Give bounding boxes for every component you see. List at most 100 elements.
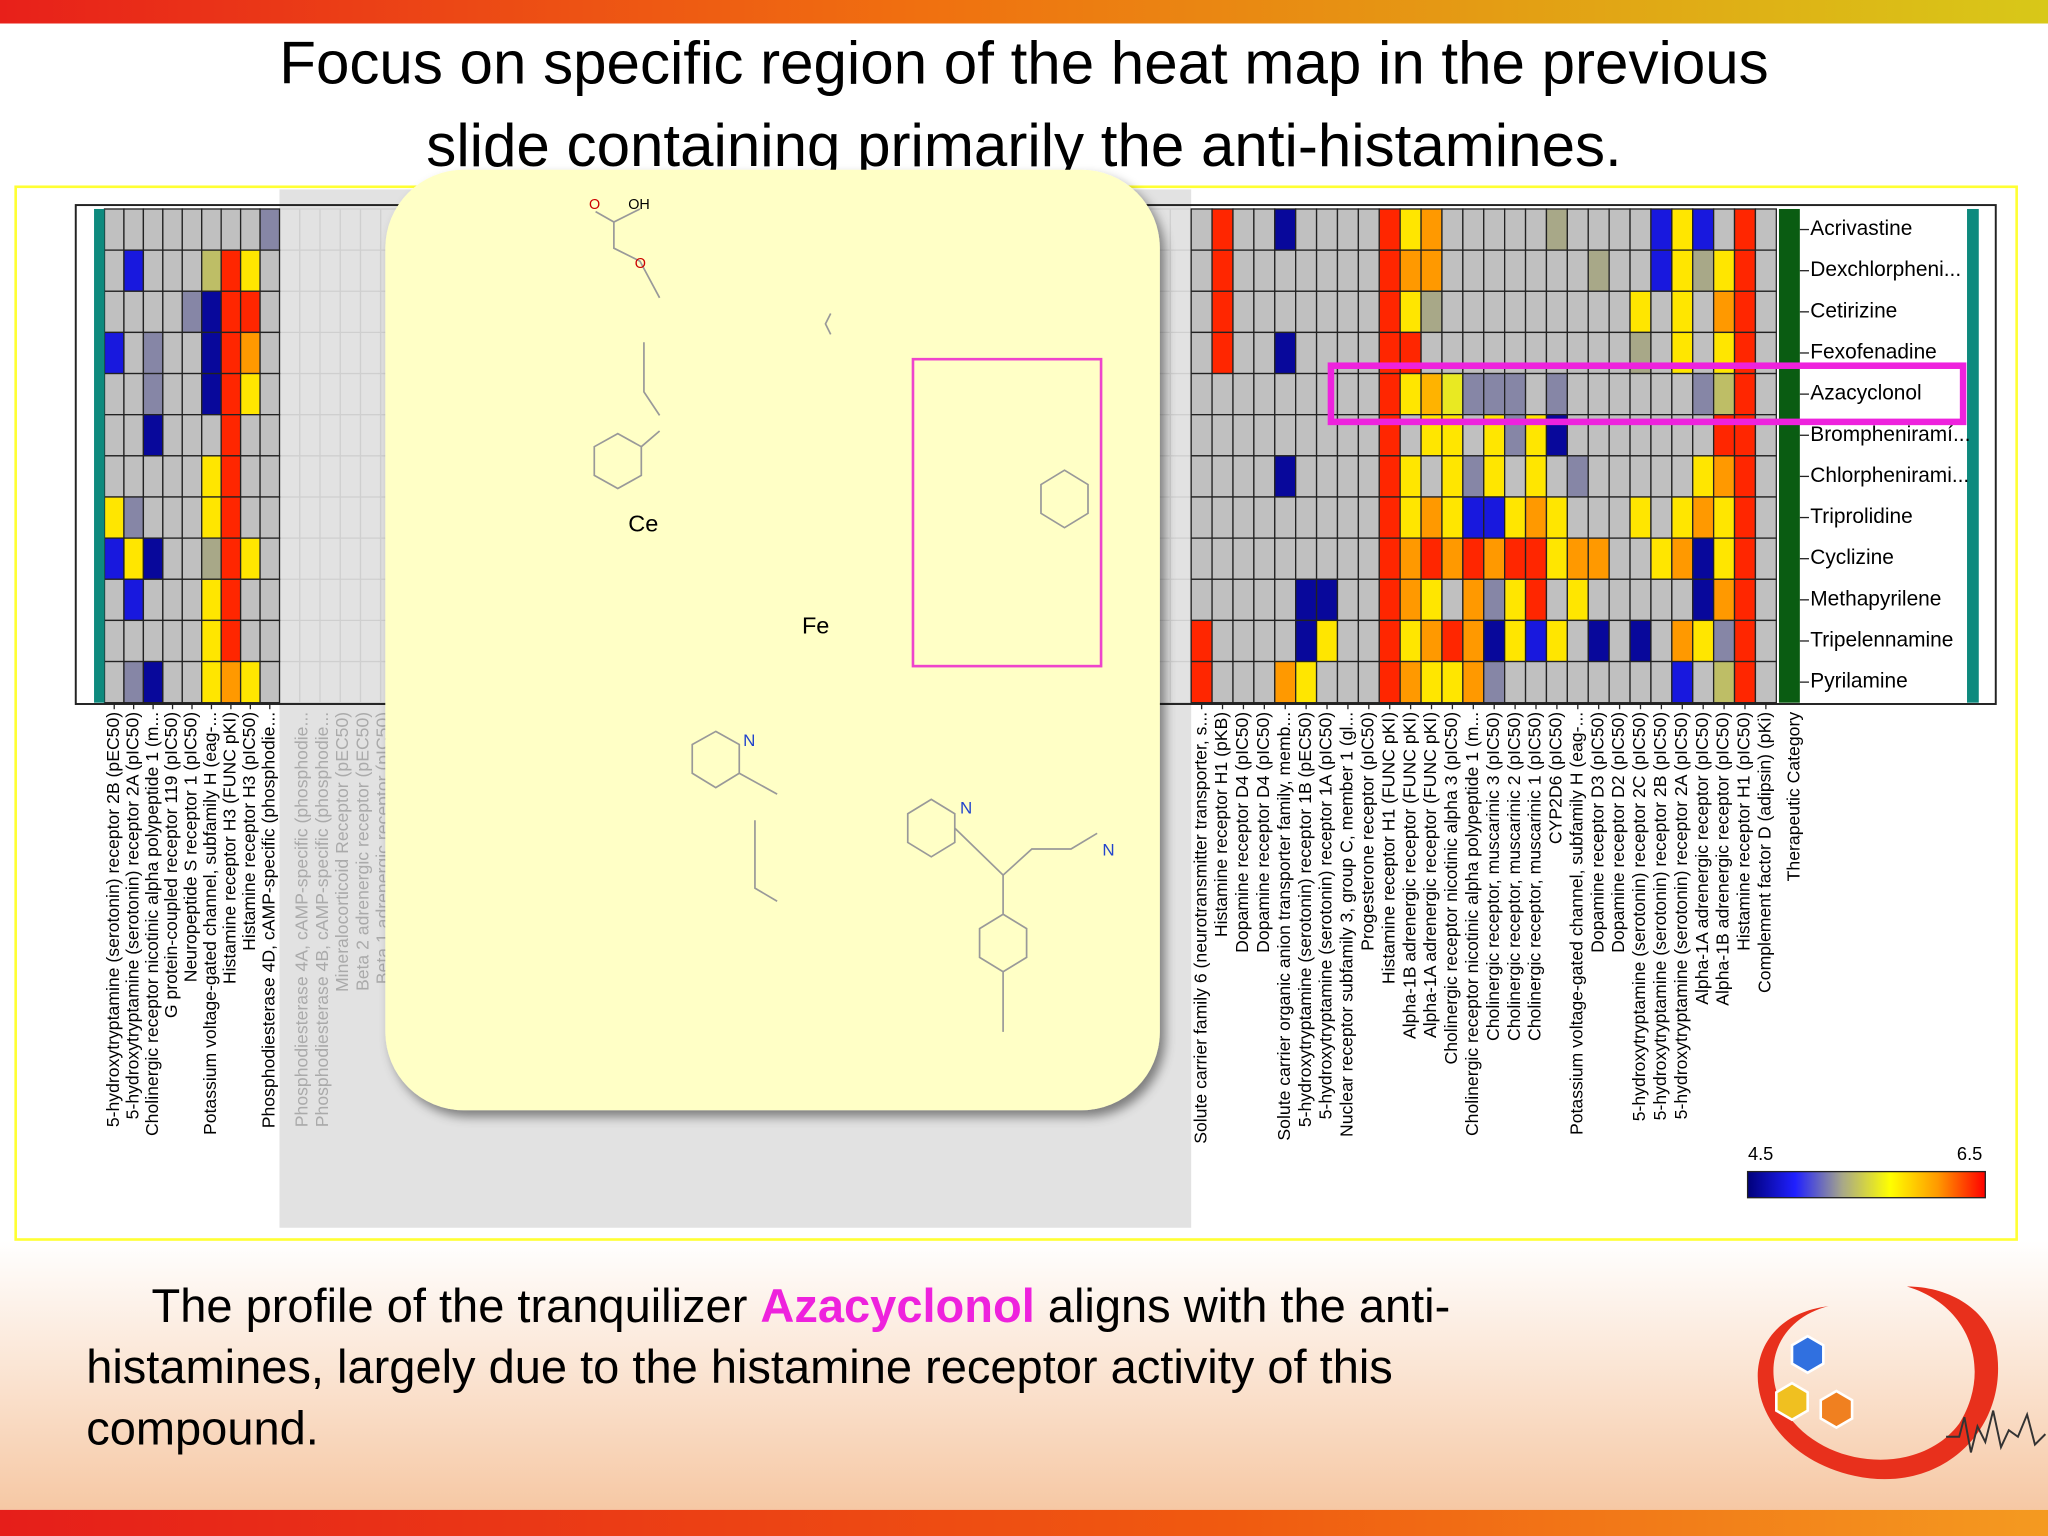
heat-cell	[1524, 578, 1548, 622]
heat-cell	[1587, 372, 1610, 416]
heat-cell	[1190, 660, 1213, 704]
heat-cell	[1295, 455, 1318, 498]
heat-cell	[1733, 496, 1757, 539]
bottom-bar	[0, 1509, 2048, 1536]
heat-cell	[1483, 372, 1506, 416]
heat-cell	[201, 537, 222, 580]
faded-column-label: Phosphodiesterase 4B, cAMP-specific (pho…	[312, 712, 332, 1127]
heat-cell	[1357, 249, 1380, 292]
heat-cell	[1692, 578, 1715, 622]
heat-cell	[1420, 372, 1443, 416]
heat-cell	[1253, 290, 1276, 334]
heat-cell	[1483, 578, 1506, 622]
molecule-sketches	[593, 208, 1098, 1032]
heat-cell	[1232, 578, 1255, 622]
slide-title: Focus on specific region of the heat map…	[279, 30, 1768, 97]
heat-cell	[1357, 619, 1380, 663]
heat-cell	[1629, 290, 1652, 334]
heat-cell	[1211, 496, 1234, 539]
heat-cell	[103, 537, 125, 580]
heat-cell	[1211, 208, 1234, 251]
column-label: Dopamine receptor D2 (pIC50)	[1608, 712, 1628, 953]
row-label: Chlorphenirami...	[1810, 464, 1969, 487]
heat-cell	[1190, 290, 1213, 334]
heat-cell	[103, 455, 125, 498]
heat-cell	[1420, 290, 1443, 334]
heat-cell	[1733, 660, 1757, 704]
heat-cell	[1336, 249, 1360, 292]
heat-cell	[123, 619, 145, 663]
heat-cell	[220, 331, 242, 375]
heat-cell	[1420, 660, 1443, 704]
heat-cell	[1524, 455, 1548, 498]
heat-cell	[1253, 455, 1276, 498]
heat-cell	[1190, 537, 1213, 580]
heat-cell	[1295, 249, 1318, 292]
column-label: Histamine receptor H1 (pKB)	[1211, 712, 1231, 937]
atom-label: OH	[628, 197, 650, 213]
heat-cell	[239, 537, 261, 580]
bottom-fade	[0, 1240, 2048, 1510]
heat-cell	[1315, 537, 1339, 580]
heat-cell	[1420, 619, 1443, 663]
heat-cell	[1253, 331, 1276, 375]
heat-cell	[123, 578, 145, 622]
heat-cell	[1587, 537, 1610, 580]
heat-cell	[1608, 496, 1631, 539]
row-label: Triprolidine	[1810, 505, 1912, 528]
row-label: Brompheniramí...	[1810, 423, 1970, 446]
heat-cell	[181, 372, 203, 416]
heat-cell	[1545, 249, 1568, 292]
heat-cell	[1295, 331, 1318, 375]
heat-cell	[1524, 537, 1548, 580]
heat-cell	[103, 331, 125, 375]
heat-cell	[1629, 372, 1652, 416]
heat-cell	[1274, 496, 1297, 539]
heat-cell	[1650, 290, 1673, 334]
popup-card	[385, 169, 1160, 1111]
heat-cell	[1712, 537, 1736, 580]
logo-pulse	[1946, 1410, 2047, 1453]
heat-cell	[220, 372, 242, 416]
heat-cell	[1692, 455, 1715, 498]
row-label: Pyrilamine	[1810, 670, 1907, 693]
heat-cell	[220, 496, 242, 539]
heat-cell	[1587, 249, 1610, 292]
heat-cell	[1733, 249, 1757, 292]
heat-cell	[1692, 208, 1715, 251]
heat-cell	[1566, 537, 1589, 580]
column-label: 5-hydroxytryptamine (serotonin) receptor…	[1295, 712, 1315, 1127]
heat-cell	[1315, 290, 1339, 334]
heat-cell	[1629, 455, 1652, 498]
heat-cell	[1524, 372, 1548, 416]
heat-cell	[162, 660, 183, 704]
heat-cell	[1211, 455, 1234, 498]
logo-hex	[1819, 1389, 1854, 1430]
heat-cell	[1671, 537, 1694, 580]
heat-cell	[1587, 578, 1610, 622]
heat-cell	[239, 372, 261, 416]
column-label: Alpha-1B adrenergic receptor (FUNC pKI)	[1399, 712, 1419, 1039]
heat-cell	[181, 496, 203, 539]
heat-cell	[1190, 496, 1213, 539]
heat-cell	[1295, 578, 1318, 622]
heat-cell	[1504, 496, 1527, 539]
heat-cell	[1190, 208, 1213, 251]
heat-cell	[239, 496, 261, 539]
popup-highlight	[911, 357, 1103, 668]
column-label: Cholinergic receptor, muscarinic 3 (pIC5…	[1483, 712, 1503, 1041]
heat-cell	[1754, 249, 1777, 292]
heat-cell	[259, 414, 281, 457]
heat-cell	[1462, 660, 1485, 704]
heat-cell	[1754, 537, 1777, 580]
heat-cell	[1483, 619, 1506, 663]
heat-cell	[1357, 537, 1380, 580]
heat-cell	[259, 619, 281, 663]
heat-cell	[1462, 249, 1485, 292]
heat-cell	[142, 331, 164, 375]
heat-cell	[1441, 290, 1464, 334]
heat-cell	[1336, 537, 1360, 580]
heat-cell	[1336, 619, 1360, 663]
heat-cell	[1315, 372, 1339, 416]
heat-cell	[123, 290, 145, 334]
